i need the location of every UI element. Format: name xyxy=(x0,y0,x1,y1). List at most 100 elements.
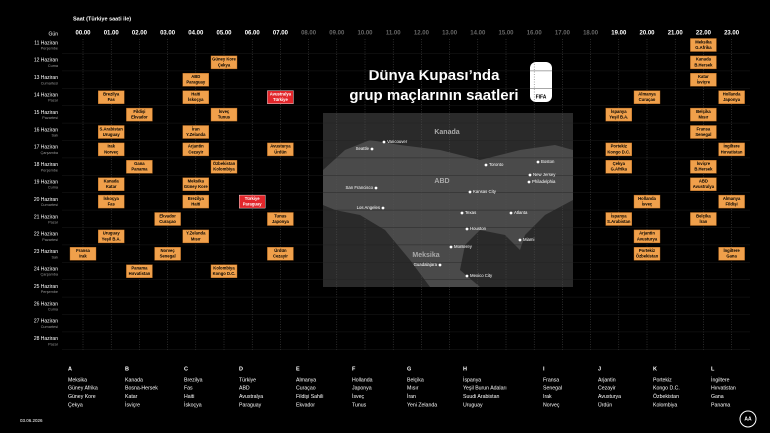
day-weekday: Cuma xyxy=(48,308,59,312)
day-date: 15 Haziran xyxy=(34,110,58,116)
aa-logo-text: AA xyxy=(744,416,752,422)
city-dot xyxy=(449,245,453,249)
group-team: Norveç xyxy=(543,402,560,408)
group-team: İngiltere xyxy=(711,376,730,383)
hour-label: 23.00 xyxy=(724,31,740,37)
city-dot xyxy=(382,140,386,144)
match-box xyxy=(690,38,717,52)
group-team: Arjantin xyxy=(598,377,616,383)
hour-label: 18.00 xyxy=(583,31,599,37)
match-team: Curaçao xyxy=(639,97,656,102)
match-team: ABD xyxy=(191,74,200,79)
hour-label: 07.00 xyxy=(273,31,289,37)
match-box xyxy=(182,194,210,209)
match-box xyxy=(210,107,238,122)
match-box xyxy=(690,107,717,122)
group-team: Mısır xyxy=(407,386,419,392)
day-weekday: Salı xyxy=(51,255,58,259)
day-date: 19 Haziran xyxy=(34,180,58,186)
match-box xyxy=(718,142,745,157)
group-team: Kongo D.C. xyxy=(653,386,680,392)
group-team: Fas xyxy=(184,386,193,392)
match-team: Tunus xyxy=(218,115,231,120)
day-weekday: Çarşamba xyxy=(40,273,58,277)
city-label: Mexico City xyxy=(470,273,493,278)
city-dot xyxy=(527,180,531,184)
match-team: Belçika xyxy=(696,109,711,114)
group-team: Senegal xyxy=(543,386,562,392)
match-team: G.Afrika xyxy=(695,45,712,50)
match-team: Çekya xyxy=(218,62,231,67)
group-team: Avusturya xyxy=(598,394,621,400)
hour-label: 13.00 xyxy=(442,31,458,37)
hour-label: 00.00 xyxy=(75,31,91,37)
day-date: 24 Haziran xyxy=(34,267,58,273)
city-dot xyxy=(370,147,374,151)
day-weekday: Pazartesi xyxy=(42,238,58,242)
group-team: Portekiz xyxy=(653,377,672,383)
match-box xyxy=(267,247,294,261)
day-weekday: Perşembe xyxy=(41,290,58,294)
match-team: G.Afrika xyxy=(611,167,628,172)
hour-label: 06.00 xyxy=(245,31,261,37)
match-team: Norveç xyxy=(104,149,119,154)
day-weekday: Salı xyxy=(51,134,58,138)
match-team: Ürdün xyxy=(274,248,287,253)
hour-label: 03.00 xyxy=(160,31,176,37)
group-letter: A xyxy=(68,366,72,372)
city-label: Boston xyxy=(541,159,555,164)
match-team: Türkiye xyxy=(273,97,289,102)
city-dot xyxy=(509,211,513,215)
match-team: Yeşil B.A. xyxy=(102,236,121,241)
match-team: Uruguay xyxy=(103,231,121,236)
match-team: Hollanda xyxy=(638,196,656,201)
match-team: Brezilya xyxy=(103,92,120,97)
match-box xyxy=(182,142,210,157)
hour-label: 08.00 xyxy=(301,31,317,37)
match-box xyxy=(210,160,238,174)
match-team: Avusturya xyxy=(637,236,658,241)
group-team: Paraguay xyxy=(239,402,262,408)
match-team: İskoçya xyxy=(188,97,204,102)
match-team: Haiti xyxy=(191,92,200,97)
group-team: Haiti xyxy=(184,394,194,400)
time-note: Saat (Türkiye saati ile) xyxy=(73,16,131,22)
match-team: Gana xyxy=(134,161,145,166)
match-team: Ekvador xyxy=(131,115,148,120)
day-weekday: Pazar xyxy=(48,342,59,346)
group-team: Yeni Zelanda xyxy=(407,402,437,408)
group-letter: K xyxy=(653,366,657,372)
match-box xyxy=(182,90,210,104)
city-dot xyxy=(528,173,532,177)
group-team: Belçika xyxy=(407,377,424,383)
city-dot xyxy=(465,227,469,231)
city-label: Atlanta xyxy=(514,210,528,215)
match-team: Mısır xyxy=(699,115,709,120)
fifa-logo-text: FIFA xyxy=(536,94,547,100)
match-team: Paraguay xyxy=(243,202,263,207)
city-dot xyxy=(374,186,378,190)
group-team: İskoçya xyxy=(184,401,202,408)
match-team: Türkiye xyxy=(245,196,261,201)
match-box xyxy=(210,264,238,278)
group-team: Türkiye xyxy=(239,377,256,383)
match-box xyxy=(605,142,632,157)
match-box xyxy=(97,142,125,157)
city-label: San Francisco xyxy=(346,185,374,190)
match-team: Japonya xyxy=(723,97,741,102)
group-team: Tunus xyxy=(352,402,367,408)
match-team: Özbekistan xyxy=(636,254,659,259)
match-team: Avustralya xyxy=(693,184,715,189)
match-box xyxy=(126,160,153,174)
match-box xyxy=(267,142,294,157)
match-team: Hırvatistan xyxy=(721,149,743,154)
match-box xyxy=(690,212,717,226)
day-weekday: Çarşamba xyxy=(40,151,58,155)
match-box xyxy=(690,125,717,139)
map-country: Kanada xyxy=(434,129,459,136)
match-team: İskoçya xyxy=(104,196,120,201)
city-dot xyxy=(518,238,522,242)
group-team: Japonya xyxy=(352,386,372,392)
match-team: Senegal xyxy=(160,254,176,259)
group-team: Ürdün xyxy=(598,401,612,408)
